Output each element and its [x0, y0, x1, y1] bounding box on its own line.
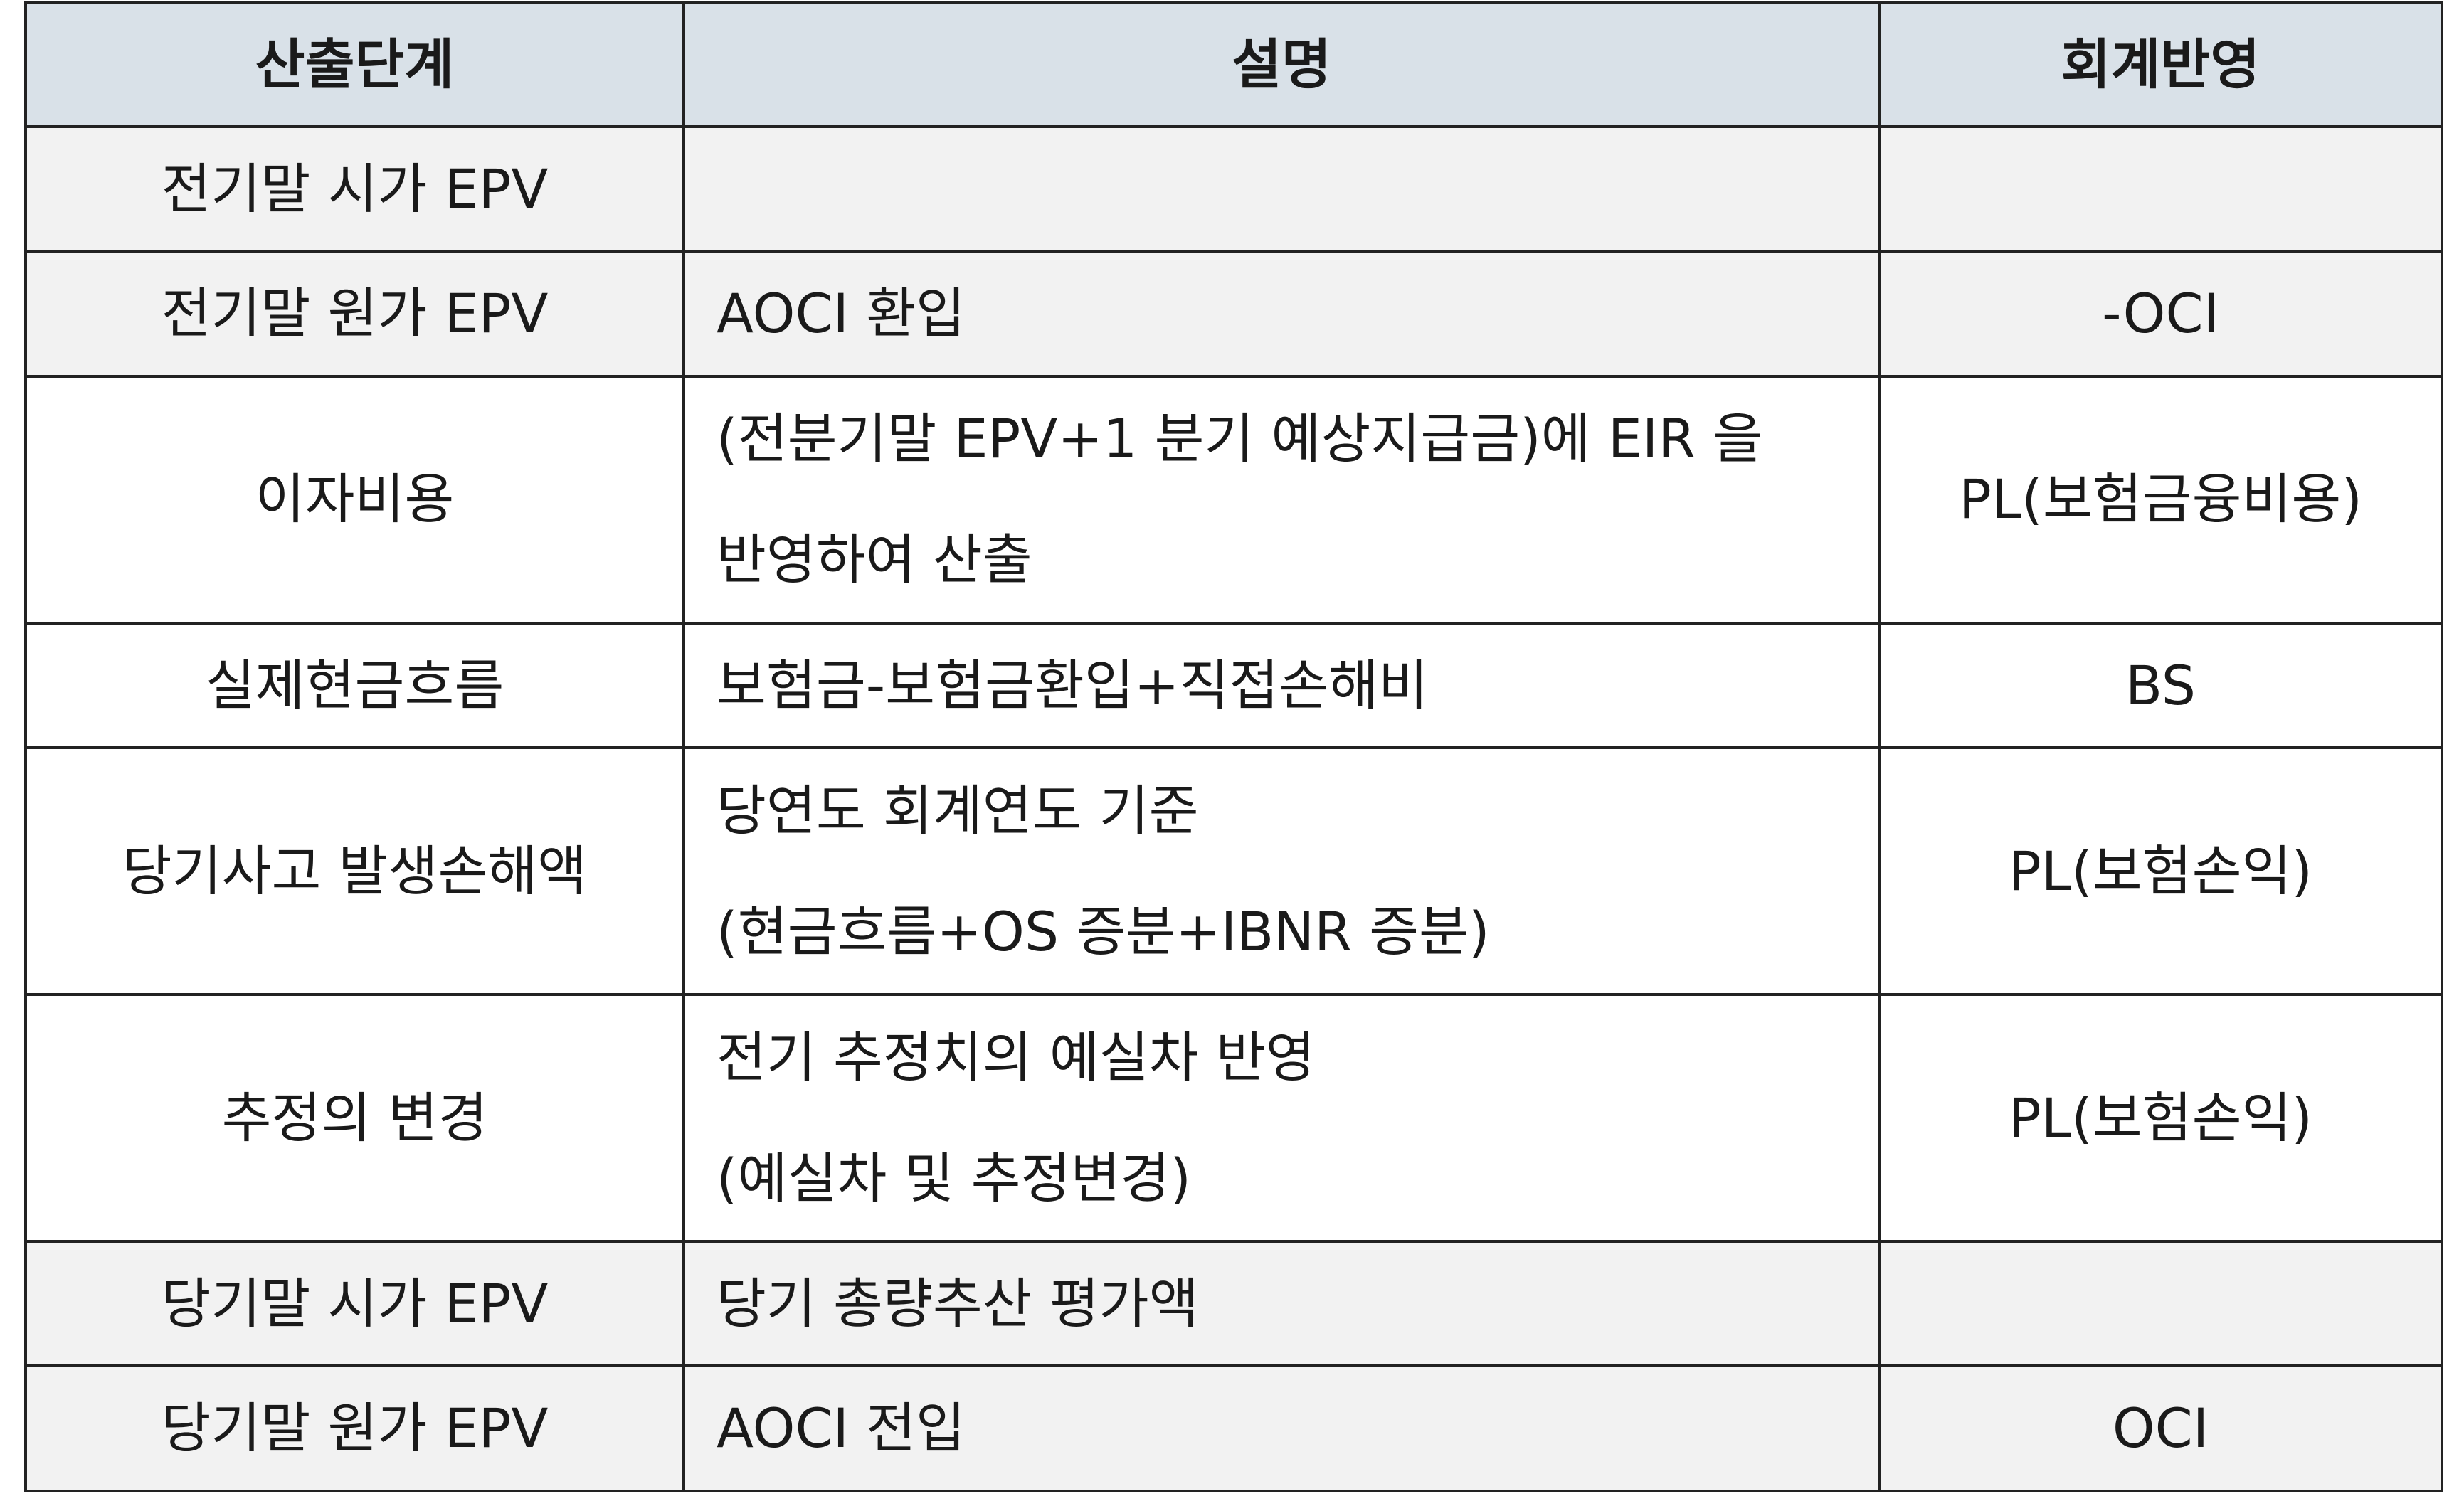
table-row: 당기말 시가 EPV 당기 총량추산 평가액 — [24, 1240, 2443, 1368]
accounting-table-container: 산출단계 설명 회계반영 전기말 시가 EPV 전기말 원가 EPV AOCI … — [24, 1, 2443, 1492]
stage-cell: 당기사고 발생손해액 — [24, 746, 685, 997]
header-accounting: 회계반영 — [1878, 1, 2443, 128]
header-description: 설명 — [682, 1, 1881, 128]
accounting-cell: PL(보험금융비용) — [1878, 374, 2443, 625]
accounting-cell: PL(보험손익) — [1878, 993, 2443, 1243]
stage-cell: 추정의 변경 — [24, 993, 685, 1243]
description-line: 당연도 회계연도 기준 — [717, 778, 1199, 842]
description-cell: AOCI 환입 — [682, 250, 1881, 378]
accounting-cell: -OCI — [1878, 250, 2443, 378]
description-cell: 보험금-보험금환입+직접손해비 — [682, 621, 1881, 750]
stage-cell: 전기말 원가 EPV — [24, 250, 685, 378]
stage-cell: 당기말 원가 EPV — [24, 1364, 685, 1492]
description-line: (현금흐름+OS 증분+IBNR 증분) — [717, 899, 1490, 963]
stage-cell: 전기말 시가 EPV — [24, 124, 685, 253]
accounting-cell: PL(보험손익) — [1878, 746, 2443, 997]
description-line: 반영하여 산출 — [717, 528, 1032, 592]
accounting-cell — [1878, 124, 2443, 253]
description-cell: 당기 총량추산 평가액 — [682, 1240, 1881, 1368]
description-cell: (전분기말 EPV+1 분기 예상지급금)에 EIR 을 반영하여 산출 — [682, 374, 1881, 625]
table-row: 전기말 원가 EPV AOCI 환입 -OCI — [24, 250, 2443, 378]
description-cell: 당연도 회계연도 기준 (현금흐름+OS 증분+IBNR 증분) — [682, 746, 1881, 997]
table-row: 당기사고 발생손해액 당연도 회계연도 기준 (현금흐름+OS 증분+IBNR … — [24, 746, 2443, 997]
description-line: (전분기말 EPV+1 분기 예상지급금)에 EIR 을 — [717, 407, 1763, 471]
table-row: 전기말 시가 EPV — [24, 124, 2443, 253]
accounting-cell: BS — [1878, 621, 2443, 750]
table-row: 당기말 원가 EPV AOCI 전입 OCI — [24, 1364, 2443, 1492]
accounting-cell — [1878, 1240, 2443, 1368]
description-cell: 전기 추정치의 예실차 반영 (예실차 및 추정변경) — [682, 993, 1881, 1243]
table-row: 추정의 변경 전기 추정치의 예실차 반영 (예실차 및 추정변경) PL(보험… — [24, 993, 2443, 1243]
table-row: 실제현금흐름 보험금-보험금환입+직접손해비 BS — [24, 621, 2443, 750]
description-cell: AOCI 전입 — [682, 1364, 1881, 1492]
description-line: (예실차 및 추정변경) — [717, 1146, 1191, 1210]
accounting-cell: OCI — [1878, 1364, 2443, 1492]
table-header-row: 산출단계 설명 회계반영 — [24, 1, 2443, 128]
accounting-table: 산출단계 설명 회계반영 전기말 시가 EPV 전기말 원가 EPV AOCI … — [24, 1, 2443, 1492]
header-stage: 산출단계 — [24, 1, 685, 128]
description-cell — [682, 124, 1881, 253]
stage-cell: 실제현금흐름 — [24, 621, 685, 750]
stage-cell: 이자비용 — [24, 374, 685, 625]
description-line: 전기 추정치의 예실차 반영 — [717, 1025, 1316, 1089]
stage-cell: 당기말 시가 EPV — [24, 1240, 685, 1368]
table-row: 이자비용 (전분기말 EPV+1 분기 예상지급금)에 EIR 을 반영하여 산… — [24, 374, 2443, 625]
